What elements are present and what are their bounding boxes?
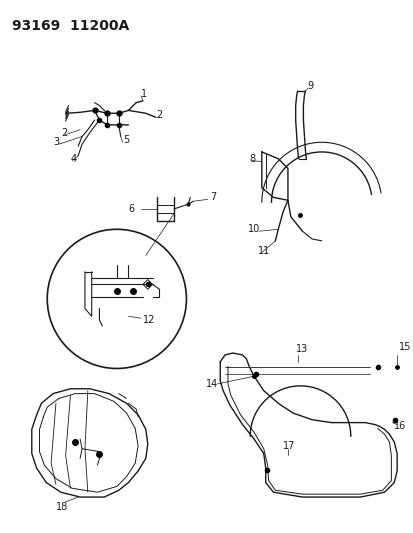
Text: 10: 10 [248,224,260,235]
Text: 1: 1 [141,89,147,99]
Text: 2: 2 [156,110,162,120]
Text: 9: 9 [306,81,313,91]
Text: 18: 18 [56,502,68,512]
Text: 13: 13 [295,344,307,354]
Text: 15: 15 [398,342,411,352]
Text: 14: 14 [205,379,218,389]
Text: 12: 12 [142,315,155,325]
Text: 6: 6 [128,204,134,214]
Text: 16: 16 [393,422,406,432]
Text: 2: 2 [61,127,67,138]
Text: 7: 7 [210,192,216,203]
Text: 4: 4 [70,154,76,164]
Text: 93169  11200A: 93169 11200A [12,19,129,33]
Text: 11: 11 [257,246,270,255]
Text: 17: 17 [282,441,295,451]
Text: 5: 5 [123,135,130,146]
Text: 3: 3 [53,138,59,147]
Text: 8: 8 [249,154,255,164]
